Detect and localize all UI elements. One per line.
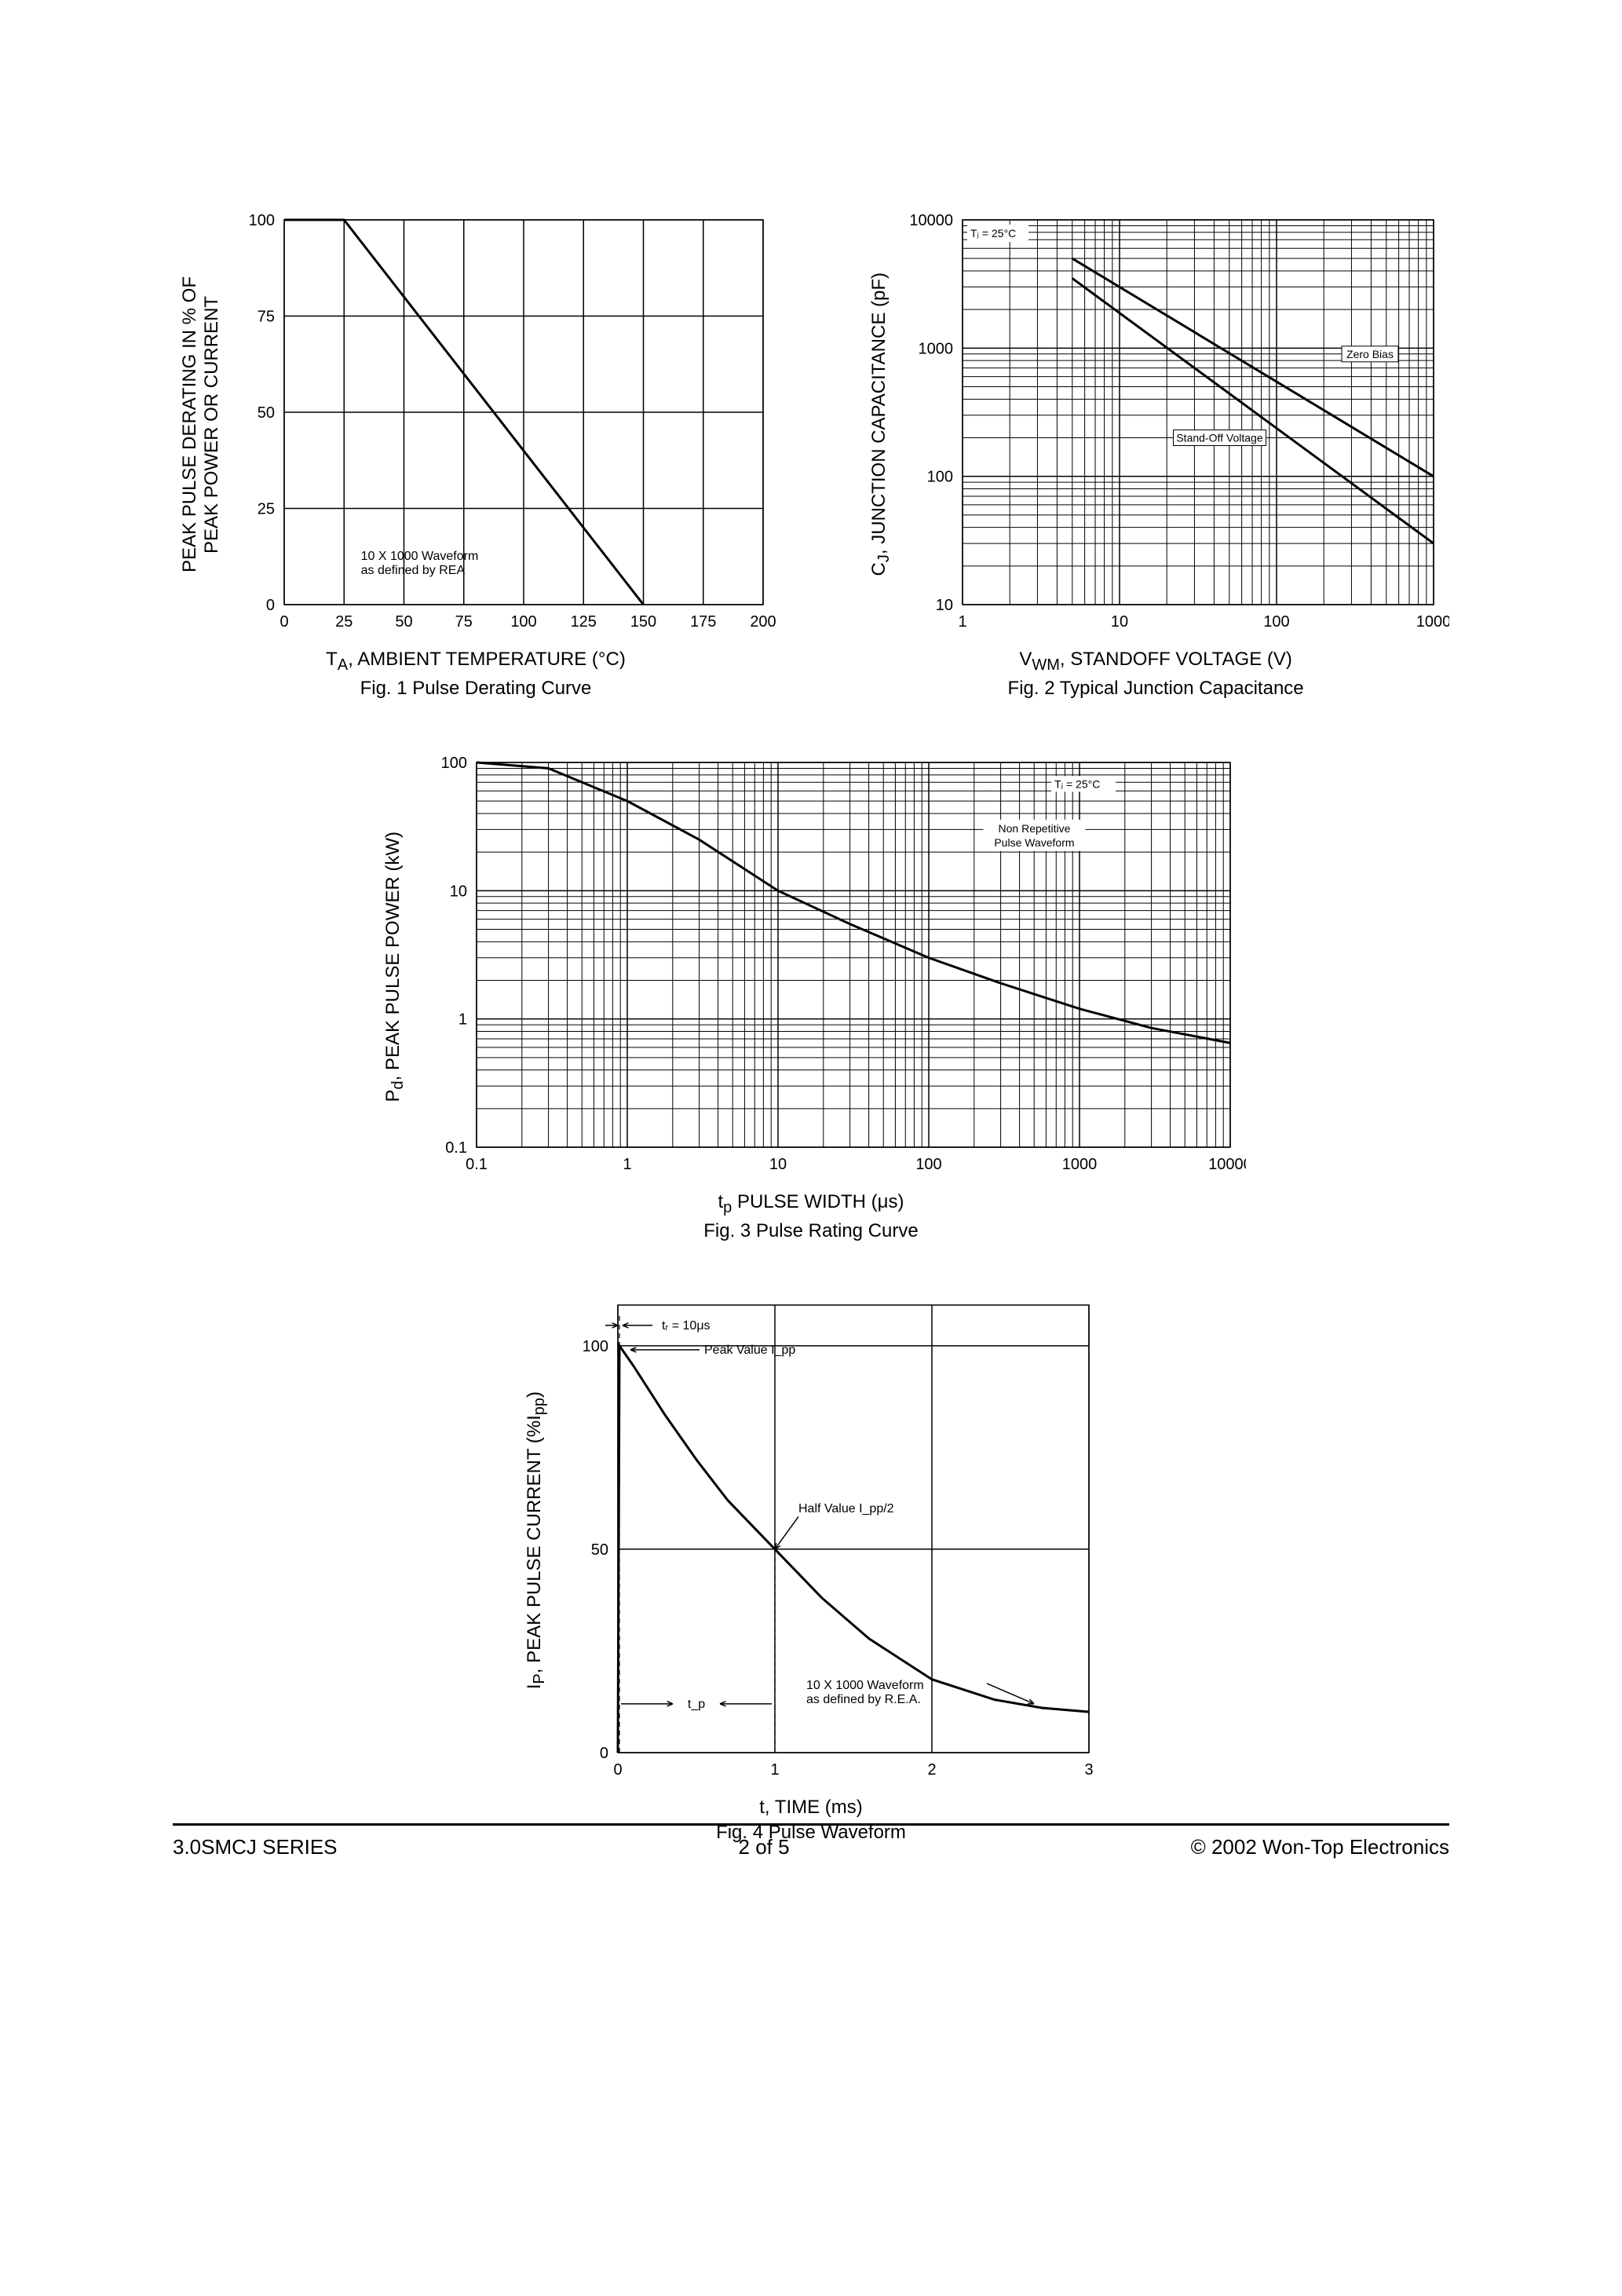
svg-text:2: 2 — [927, 1761, 936, 1779]
svg-text:1000: 1000 — [1416, 613, 1449, 631]
svg-text:100: 100 — [1263, 613, 1289, 631]
svg-text:10000: 10000 — [909, 212, 953, 229]
svg-text:100: 100 — [441, 755, 467, 772]
svg-text:1: 1 — [623, 1156, 631, 1173]
svg-text:50: 50 — [395, 613, 412, 631]
svg-text:0.1: 0.1 — [466, 1156, 488, 1173]
svg-text:Zero Bias: Zero Bias — [1346, 348, 1394, 360]
fig4-block: IP, PEAK PULSE CURRENT (%Ipp) 0 1 2 3 0 50 100… — [517, 1289, 1105, 1844]
fig2-caption: Fig. 2 Typical Junction Capacitance — [1008, 678, 1304, 700]
fig3-xlabel: tp PULSE WIDTH (μs) — [718, 1191, 904, 1217]
svg-text:Half Value I_pp/2: Half Value I_pp/2 — [798, 1502, 894, 1515]
svg-text:50: 50 — [258, 404, 275, 422]
svg-text:25: 25 — [258, 501, 275, 518]
svg-text:100: 100 — [927, 469, 953, 486]
svg-text:0: 0 — [266, 597, 275, 614]
svg-text:10: 10 — [450, 883, 467, 900]
svg-text:10: 10 — [936, 597, 953, 614]
svg-text:75: 75 — [455, 613, 473, 631]
svg-text:100: 100 — [249, 212, 275, 229]
fig2-block: CJ, JUNCTION CAPACITANCE (pF) 1 10 100 1000… — [862, 204, 1449, 700]
fig1-wrap: PEAK PULSE DERATING IN % OF PEAK POWER O… — [173, 204, 779, 644]
svg-text:1: 1 — [458, 1011, 467, 1028]
fig4-row: IP, PEAK PULSE CURRENT (%Ipp) 0 1 2 3 0 50 100… — [173, 1289, 1449, 1844]
fig3-ylabel: Pd, PEAK PULSE POWER (kW) — [376, 832, 414, 1102]
svg-text:Pulse Waveform: Pulse Waveform — [994, 836, 1074, 849]
fig3-chart: 0.1 1 10 100 1000 10000 0.1 1 10 100 Tⱼ = 25°C Non … — [414, 747, 1246, 1186]
fig4-chart: 0 1 2 3 0 50 100 tᵣ = 10μs Peak Value I_pp Half V… — [555, 1289, 1105, 1792]
footer-right: © 2002 Won-Top Electronics — [1191, 1835, 1449, 1859]
svg-text:Peak Value I_pp: Peak Value I_pp — [704, 1344, 795, 1357]
fig1-caption: Fig. 1 Pulse Derating Curve — [360, 678, 592, 700]
svg-text:Tⱼ = 25°C: Tⱼ = 25°C — [1054, 777, 1100, 790]
fig2-xlabel: VWM, STANDOFF VOLTAGE (V) — [1019, 649, 1292, 675]
svg-text:10: 10 — [769, 1156, 787, 1173]
svg-text:1: 1 — [958, 613, 966, 631]
fig3-caption: Fig. 3 Pulse Rating Curve — [703, 1220, 918, 1242]
svg-text:as defined by REA: as defined by REA — [361, 564, 466, 577]
svg-text:100: 100 — [915, 1156, 941, 1173]
svg-text:100: 100 — [583, 1337, 608, 1355]
svg-text:3: 3 — [1084, 1761, 1093, 1779]
svg-text:125: 125 — [571, 613, 597, 631]
svg-text:0: 0 — [600, 1745, 608, 1762]
svg-text:t_p: t_p — [688, 1697, 705, 1710]
svg-text:50: 50 — [591, 1541, 608, 1559]
fig1-block: PEAK PULSE DERATING IN % OF PEAK POWER O… — [173, 204, 779, 700]
svg-text:10000: 10000 — [1208, 1156, 1246, 1173]
page-footer: 3.0SMCJ SERIES 2 of 5 © 2002 Won-Top Ele… — [173, 1823, 1449, 1859]
svg-text:200: 200 — [750, 613, 776, 631]
fig2-wrap: CJ, JUNCTION CAPACITANCE (pF) 1 10 100 1000… — [862, 204, 1449, 644]
fig3-block: Pd, PEAK PULSE POWER (kW) 0.1 1 10 100 1000 1… — [376, 747, 1246, 1242]
fig1-chart: 0 25 50 75 100 125 150 175 200 0 25 50 75 100 10 X 100… — [229, 204, 779, 644]
fig4-wrap: IP, PEAK PULSE CURRENT (%Ipp) 0 1 2 3 0 50 100… — [517, 1289, 1105, 1792]
top-charts-row: PEAK PULSE DERATING IN % OF PEAK POWER O… — [173, 204, 1449, 700]
svg-text:175: 175 — [690, 613, 716, 631]
svg-text:10: 10 — [1111, 613, 1128, 631]
svg-text:1000: 1000 — [919, 340, 954, 357]
fig4-ylabel: IP, PEAK PULSE CURRENT (%Ipp) — [517, 1391, 555, 1689]
svg-text:Non Repetitive: Non Repetitive — [998, 822, 1070, 835]
footer-left: 3.0SMCJ SERIES — [173, 1835, 338, 1859]
svg-text:25: 25 — [335, 613, 353, 631]
footer-center: 2 of 5 — [739, 1835, 790, 1859]
fig3-row: Pd, PEAK PULSE POWER (kW) 0.1 1 10 100 1000 1… — [173, 747, 1449, 1242]
svg-text:75: 75 — [258, 309, 275, 326]
svg-text:Tⱼ = 25°C: Tⱼ = 25°C — [970, 227, 1016, 239]
svg-text:10 X 1000 Waveform: 10 X 1000 Waveform — [361, 550, 479, 563]
svg-text:1000: 1000 — [1062, 1156, 1098, 1173]
svg-text:as defined by R.E.A.: as defined by R.E.A. — [806, 1693, 921, 1706]
svg-text:150: 150 — [630, 613, 656, 631]
svg-text:0: 0 — [279, 613, 288, 631]
fig2-chart: 1 10 100 1000 10 100 1000 10000 Tⱼ = 25°C Zero Bi… — [900, 204, 1449, 644]
fig3-wrap: Pd, PEAK PULSE POWER (kW) 0.1 1 10 100 1000 1… — [376, 747, 1246, 1186]
svg-text:Stand-Off Voltage: Stand-Off Voltage — [1176, 431, 1262, 444]
svg-text:0: 0 — [613, 1761, 622, 1779]
fig1-ylabel: PEAK PULSE DERATING IN % OF PEAK POWER O… — [173, 276, 229, 572]
fig4-xlabel: t, TIME (ms) — [759, 1797, 863, 1819]
svg-text:10 X 1000 Waveform: 10 X 1000 Waveform — [806, 1679, 924, 1692]
svg-text:100: 100 — [510, 613, 536, 631]
fig1-xlabel: TA, AMBIENT TEMPERATURE (°C) — [326, 649, 626, 675]
svg-text:0.1: 0.1 — [445, 1139, 467, 1157]
svg-text:1: 1 — [770, 1761, 779, 1779]
svg-text:tᵣ = 10μs: tᵣ = 10μs — [662, 1319, 711, 1333]
fig2-ylabel: CJ, JUNCTION CAPACITANCE (pF) — [862, 272, 900, 576]
